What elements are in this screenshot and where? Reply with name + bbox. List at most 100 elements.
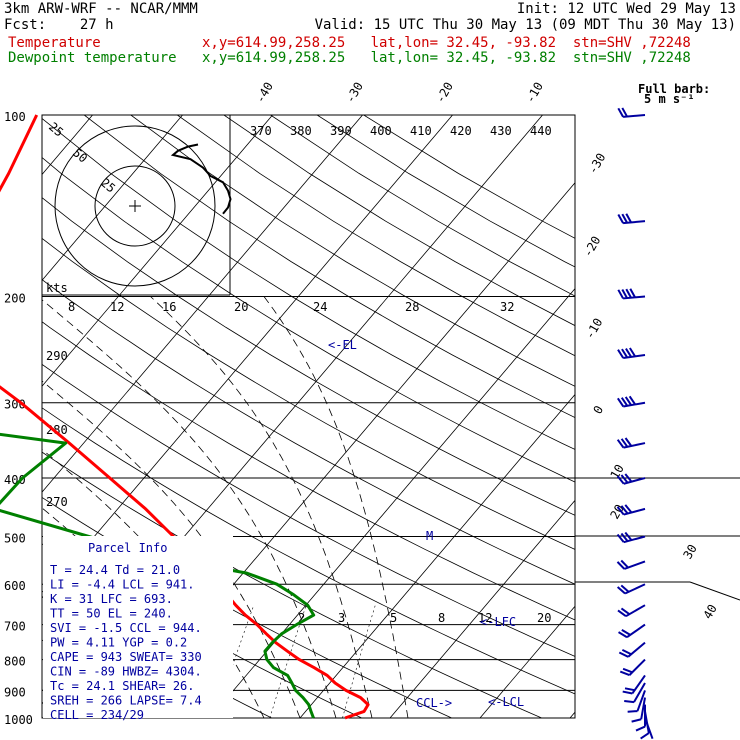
- isotherm: [42, 115, 273, 387]
- wind-barb-flag: [624, 437, 633, 447]
- parcel-info-row: T = 24.4 Td = 21.0: [50, 563, 180, 577]
- theta-label: 420: [450, 124, 472, 138]
- wind-barb-flag: [616, 533, 625, 543]
- temperature-tick-label: 40: [700, 602, 719, 622]
- isotherm: [299, 393, 575, 718]
- hodograph-axis-label: 24: [313, 300, 327, 314]
- parcel-info-row: SREH = 266 LAPSE= 7.4: [50, 694, 202, 708]
- wind-barb-flag: [619, 670, 630, 677]
- hodograph: [42, 115, 232, 296]
- temperature-tick-label: -20: [580, 234, 603, 260]
- wind-barb-staff: [636, 690, 646, 712]
- temperature-tick-label: -20: [433, 80, 456, 106]
- dry-adiabat: [83, 115, 575, 419]
- theta-label: 390: [330, 124, 352, 138]
- wind-barb-flag: [617, 289, 624, 299]
- wind-barb: [617, 288, 646, 300]
- wind-barb-staff: [640, 697, 646, 720]
- wind-barb-flag: [620, 607, 630, 615]
- parcel-info-row: K = 31 LFC = 693.: [50, 592, 173, 606]
- wind-barb-flag: [617, 213, 624, 224]
- lcl-marker: <-LCL: [488, 695, 524, 709]
- wind-barb: [616, 559, 646, 570]
- wind-barb-flag: [629, 347, 636, 357]
- wind-barb: [616, 437, 646, 449]
- wind-barb-flag: [621, 288, 628, 299]
- pressure-tick-label: 700: [4, 620, 26, 634]
- temperature-tick-label: 30: [680, 542, 699, 562]
- pressure-tick-label: 800: [4, 655, 26, 669]
- mixing-ratio-line: [342, 605, 376, 718]
- temperature-tick-label: 20: [607, 502, 626, 522]
- temperature-location-info: x,y=614.99,258.25 lat,lon= 32.45, -93.82…: [202, 35, 691, 51]
- wind-barb-flag: [620, 438, 629, 448]
- dry-adiabat: [316, 115, 575, 268]
- wind-barb: [617, 107, 646, 118]
- wind-barb-flag: [624, 700, 635, 704]
- hodograph-axis-label: 8: [68, 300, 75, 314]
- wind-barb: [627, 690, 646, 713]
- wind-barb: [616, 504, 646, 516]
- init-time: Init: 12 UTC Wed 29 May 13: [516, 1, 736, 17]
- dry-adiabat: [42, 118, 575, 450]
- dry-adiabat: [42, 279, 575, 585]
- pressure-tick-label: 200: [4, 292, 26, 306]
- dewpoint-profile: [0, 432, 316, 719]
- dry-adiabat: [42, 156, 575, 483]
- mixing-ratio-label: 5: [390, 611, 397, 625]
- wind-barb: [635, 704, 646, 732]
- theta-label: 430: [490, 124, 512, 138]
- el-marker: <-EL: [328, 338, 357, 352]
- wind-barb: [618, 623, 646, 639]
- wind-barb-flag: [620, 559, 629, 569]
- mixing-ratio-label: 3: [338, 611, 345, 625]
- pressure-tick-label: 600: [4, 579, 26, 593]
- barb-legend-units: 5 m s⁻¹: [644, 92, 695, 106]
- wind-barb-flag: [621, 348, 629, 358]
- dry-adiabat: [363, 115, 575, 239]
- wind-barb-flag: [629, 288, 636, 298]
- parcel-info-panel: Parcel Info T = 24.4 Td = 21.0LI = -4.4 L…: [43, 536, 233, 722]
- lfc-marker: <-LFC: [480, 615, 516, 629]
- pressure-tick-label: 100: [4, 110, 26, 124]
- wind-barb-flag: [616, 561, 626, 570]
- wind-barb-flag: [628, 395, 636, 405]
- forecast-hour: Fcst: 27 h: [4, 17, 114, 33]
- wind-barb-flag: [631, 718, 642, 723]
- wind-barb: [616, 473, 646, 485]
- hodograph-axis-label: 20: [234, 300, 248, 314]
- dry-adiabat: [130, 115, 575, 387]
- parcel-info-row: LI = -4.4 LCL = 941.: [50, 578, 195, 592]
- parcel-info-title: Parcel Info: [88, 541, 167, 555]
- temperature-tick-label: -10: [582, 316, 605, 342]
- dewpoint-location-info: x,y=614.99,258.25 lat,lon= 32.45, -93.82…: [202, 50, 691, 66]
- mixing-ratio-label: 2: [298, 611, 305, 625]
- wind-barb-flag: [616, 439, 625, 449]
- wind-barb-flag: [617, 609, 627, 617]
- wind-barb-flag: [624, 531, 633, 541]
- parcel-info-row: CELL = 234/29: [50, 708, 144, 722]
- parcel-info-background: [43, 536, 233, 718]
- wind-barb-flag: [620, 584, 630, 593]
- dry-adiabat: [42, 363, 575, 657]
- hodograph-kts-label: kts: [46, 281, 68, 295]
- wind-barb-flag: [621, 107, 628, 118]
- moist-adiabat: [42, 299, 337, 718]
- wind-barb-flag: [622, 690, 633, 695]
- barb-legend-title: Full barb:: [638, 82, 710, 96]
- theta-label: 370: [250, 124, 272, 138]
- wind-barb-flag: [616, 475, 625, 485]
- wind-barb-flag: [616, 586, 626, 595]
- wind-barb-flag: [621, 649, 632, 656]
- temperature-legend-label: Temperature: [8, 35, 101, 51]
- hodograph-ring-label: 25: [46, 120, 66, 140]
- wind-barb-flag: [635, 725, 646, 732]
- pressure-tick-label: 1000: [4, 713, 33, 727]
- mixing-ratio-label: 20: [537, 611, 551, 625]
- hodograph-axis-label: 32: [500, 300, 514, 314]
- wind-barb: [631, 697, 646, 723]
- isotherm: [42, 115, 453, 599]
- hodograph-axis-label: 12: [110, 300, 124, 314]
- wind-barb-flag: [617, 107, 624, 118]
- hodograph-ring-label: 25: [98, 176, 118, 196]
